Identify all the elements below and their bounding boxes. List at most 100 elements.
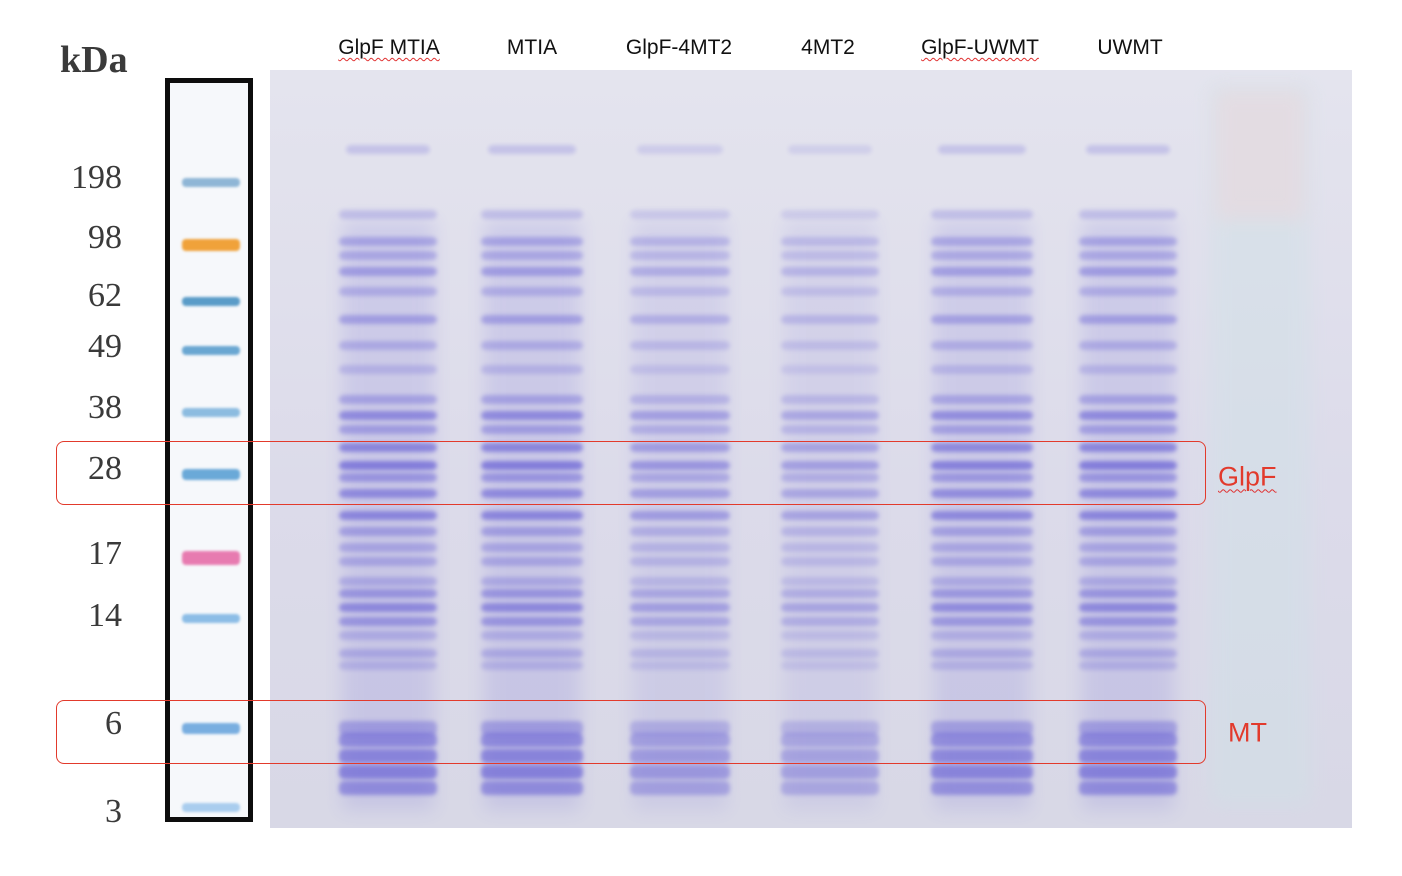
protein-band — [339, 210, 437, 219]
protein-band — [781, 765, 879, 779]
protein-band — [339, 251, 437, 260]
protein-band — [931, 617, 1033, 626]
protein-band — [1079, 267, 1177, 276]
ladder-band — [182, 346, 240, 355]
protein-band — [630, 443, 730, 452]
protein-band — [1079, 589, 1177, 598]
protein-band — [1079, 287, 1177, 296]
protein-band — [481, 365, 583, 374]
protein-band — [1079, 721, 1177, 735]
protein-band — [630, 287, 730, 296]
protein-band — [781, 603, 879, 612]
protein-band — [1079, 617, 1177, 626]
lane-label: GlpF MTIA — [338, 36, 440, 60]
protein-band — [630, 661, 730, 670]
protein-band — [481, 511, 583, 520]
protein-band — [1079, 443, 1177, 452]
protein-band — [781, 489, 879, 498]
protein-band — [481, 267, 583, 276]
protein-band — [781, 557, 879, 566]
lane-label: 4MT2 — [801, 36, 855, 59]
protein-band — [481, 721, 583, 735]
protein-band — [931, 781, 1033, 795]
protein-band — [630, 210, 730, 219]
protein-band — [781, 527, 879, 536]
protein-band — [781, 315, 879, 324]
protein-band — [339, 411, 437, 420]
protein-band — [1079, 649, 1177, 658]
protein-band — [1079, 527, 1177, 536]
protein-band — [781, 721, 879, 735]
protein-band — [339, 365, 437, 374]
protein-band — [781, 443, 879, 452]
protein-band — [481, 425, 583, 434]
marker-label: 98 — [88, 219, 122, 256]
protein-band — [481, 473, 583, 482]
protein-band — [1079, 315, 1177, 324]
protein-band — [1079, 557, 1177, 566]
protein-band — [781, 341, 879, 350]
protein-band — [481, 395, 583, 404]
marker-label: 38 — [88, 389, 122, 426]
glpf-highlight-label: GlpF — [1218, 462, 1277, 493]
protein-band — [781, 749, 879, 763]
lane-label-text: GlpF MTIA — [338, 36, 440, 59]
protein-band — [931, 577, 1033, 586]
protein-band — [339, 661, 437, 670]
marker-label: 198 — [71, 159, 122, 196]
protein-band — [481, 765, 583, 779]
protein-band — [481, 341, 583, 350]
protein-band — [1086, 145, 1170, 154]
protein-band — [1079, 489, 1177, 498]
protein-band — [781, 577, 879, 586]
protein-band — [781, 473, 879, 482]
protein-band — [481, 557, 583, 566]
protein-band — [481, 577, 583, 586]
ladder-band — [182, 551, 240, 565]
protein-band — [931, 237, 1033, 246]
protein-band — [931, 589, 1033, 598]
protein-band — [481, 287, 583, 296]
protein-band — [931, 443, 1033, 452]
protein-band — [339, 721, 437, 735]
protein-band — [1079, 543, 1177, 552]
protein-band — [781, 617, 879, 626]
protein-band — [781, 781, 879, 795]
protein-band — [781, 649, 879, 658]
marker-label: 6 — [105, 705, 122, 742]
protein-band — [339, 733, 437, 747]
protein-band — [339, 577, 437, 586]
protein-band — [781, 631, 879, 640]
protein-band — [630, 395, 730, 404]
protein-band — [1079, 461, 1177, 470]
protein-band — [339, 473, 437, 482]
marker-ladder — [165, 78, 253, 822]
lane-label: GlpF-4MT2 — [625, 36, 733, 59]
protein-band — [339, 267, 437, 276]
protein-band — [931, 365, 1033, 374]
protein-band — [630, 765, 730, 779]
mt-highlight-label: MT — [1228, 717, 1267, 748]
protein-band — [1079, 511, 1177, 520]
marker-label: 28 — [88, 450, 122, 487]
protein-band — [481, 443, 583, 452]
protein-band — [481, 649, 583, 658]
protein-band — [931, 395, 1033, 404]
protein-band — [481, 631, 583, 640]
protein-band — [938, 145, 1026, 154]
protein-band — [931, 557, 1033, 566]
protein-band — [1079, 781, 1177, 795]
protein-band — [339, 617, 437, 626]
protein-band — [630, 557, 730, 566]
protein-band — [339, 511, 437, 520]
glpf-highlight-box — [56, 441, 1206, 505]
protein-band — [339, 543, 437, 552]
glpf-highlight-text: GlpF — [1218, 461, 1277, 492]
ladder-band — [182, 408, 240, 417]
protein-band — [931, 287, 1033, 296]
protein-band — [339, 749, 437, 763]
protein-band — [781, 511, 879, 520]
protein-band — [481, 543, 583, 552]
protein-band — [781, 267, 879, 276]
lane-label: GlpF-UWMT — [921, 36, 1039, 60]
